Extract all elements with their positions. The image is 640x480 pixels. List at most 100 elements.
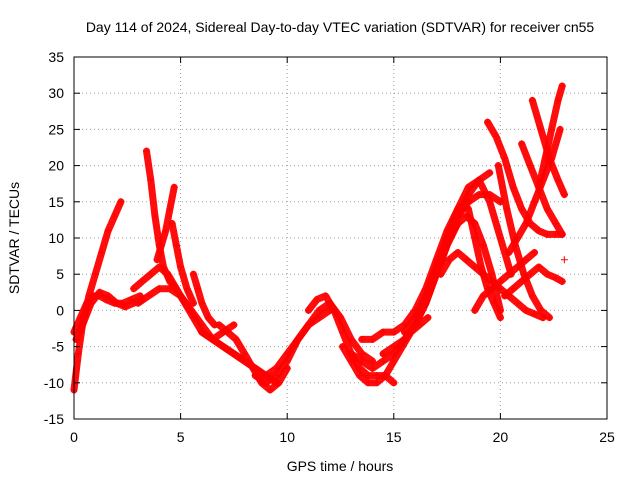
data-point bbox=[168, 220, 176, 228]
data-point bbox=[294, 335, 302, 343]
data-point bbox=[486, 169, 494, 177]
data-point bbox=[189, 270, 197, 278]
data-point bbox=[454, 220, 462, 228]
data-point bbox=[471, 263, 479, 271]
y-tick-label: -5 bbox=[52, 339, 65, 355]
data-point bbox=[87, 299, 95, 307]
data-point bbox=[315, 306, 323, 314]
data-point bbox=[262, 379, 270, 387]
data-point bbox=[249, 364, 257, 372]
data-point bbox=[230, 321, 238, 329]
data-point bbox=[526, 162, 534, 170]
data-point bbox=[531, 198, 539, 206]
data-point bbox=[464, 183, 472, 191]
data-point bbox=[162, 227, 170, 235]
data-point bbox=[390, 379, 398, 387]
data-point bbox=[364, 372, 372, 380]
data-point bbox=[155, 285, 163, 293]
data-point bbox=[437, 270, 445, 278]
data-point bbox=[543, 230, 551, 238]
data-point bbox=[558, 277, 566, 285]
data-point bbox=[411, 314, 419, 322]
data-point bbox=[390, 350, 398, 358]
data-point bbox=[471, 234, 479, 242]
data-point bbox=[98, 248, 106, 256]
data-point bbox=[513, 234, 521, 242]
data-point bbox=[505, 248, 513, 256]
data-point bbox=[379, 357, 387, 365]
data-point bbox=[488, 277, 496, 285]
data-point bbox=[464, 198, 472, 206]
data-point bbox=[172, 241, 180, 249]
x-tick-label: 15 bbox=[386, 429, 402, 445]
data-point bbox=[262, 372, 270, 380]
data-point bbox=[166, 205, 174, 213]
data-point bbox=[552, 220, 560, 228]
data-point bbox=[368, 364, 376, 372]
x-tick-label: 20 bbox=[493, 429, 509, 445]
data-point bbox=[492, 133, 500, 141]
data-point bbox=[347, 350, 355, 358]
data-point bbox=[104, 292, 112, 300]
data-point bbox=[554, 176, 562, 184]
plot-area bbox=[70, 82, 568, 394]
data-point bbox=[142, 147, 150, 155]
data-point bbox=[204, 314, 212, 322]
data-point bbox=[339, 343, 347, 351]
data-point bbox=[266, 386, 274, 394]
data-point bbox=[537, 306, 545, 314]
data-series-arc-29 bbox=[528, 96, 568, 199]
data-point bbox=[113, 299, 121, 307]
data-point bbox=[358, 357, 366, 365]
data-series-arc-9 bbox=[189, 270, 219, 329]
data-point bbox=[541, 154, 549, 162]
series-trace bbox=[70, 292, 144, 336]
data-point bbox=[209, 335, 217, 343]
series-trace bbox=[471, 249, 538, 314]
data-point bbox=[194, 285, 202, 293]
data-series-arc-12 bbox=[251, 299, 376, 387]
data-point bbox=[531, 248, 539, 256]
data-point bbox=[160, 263, 168, 271]
data-point bbox=[513, 299, 521, 307]
x-axis-label: GPS time / hours bbox=[287, 458, 394, 474]
data-point bbox=[96, 288, 104, 296]
data-point bbox=[479, 241, 487, 249]
axis-ticks: 0 5 10 15 20 25 -15 -10 -5 0 5 10 15 20 25 30 35 bbox=[44, 49, 615, 445]
data-point bbox=[477, 263, 485, 271]
data-point bbox=[428, 277, 436, 285]
data-point bbox=[305, 321, 313, 329]
data-point bbox=[166, 285, 174, 293]
data-point bbox=[548, 125, 556, 133]
data-point bbox=[554, 96, 562, 104]
data-point bbox=[522, 306, 530, 314]
series-trace bbox=[215, 321, 291, 394]
data-point bbox=[475, 176, 483, 184]
data-point bbox=[364, 379, 372, 387]
data-point bbox=[494, 162, 502, 170]
y-tick-label: 10 bbox=[48, 230, 64, 246]
y-tick-label: -15 bbox=[44, 411, 64, 427]
data-point bbox=[437, 256, 445, 264]
data-point bbox=[275, 379, 283, 387]
data-point bbox=[147, 176, 155, 184]
data-point bbox=[232, 335, 240, 343]
data-point bbox=[151, 212, 159, 220]
data-point bbox=[241, 350, 249, 358]
data-point bbox=[518, 205, 526, 213]
data-point bbox=[445, 234, 453, 242]
y-tick-label: 0 bbox=[56, 302, 64, 318]
data-point bbox=[189, 299, 197, 307]
data-point bbox=[526, 270, 534, 278]
y-tick-label: 15 bbox=[48, 194, 64, 210]
data-point bbox=[496, 314, 504, 322]
data-point bbox=[471, 306, 479, 314]
data-point bbox=[486, 198, 494, 206]
series-trace bbox=[464, 205, 504, 322]
y-tick-label: 20 bbox=[48, 158, 64, 174]
data-point bbox=[479, 292, 487, 300]
data-series-arc-31 bbox=[560, 256, 568, 264]
x-tick-label: 0 bbox=[70, 429, 78, 445]
data-point bbox=[379, 350, 387, 358]
